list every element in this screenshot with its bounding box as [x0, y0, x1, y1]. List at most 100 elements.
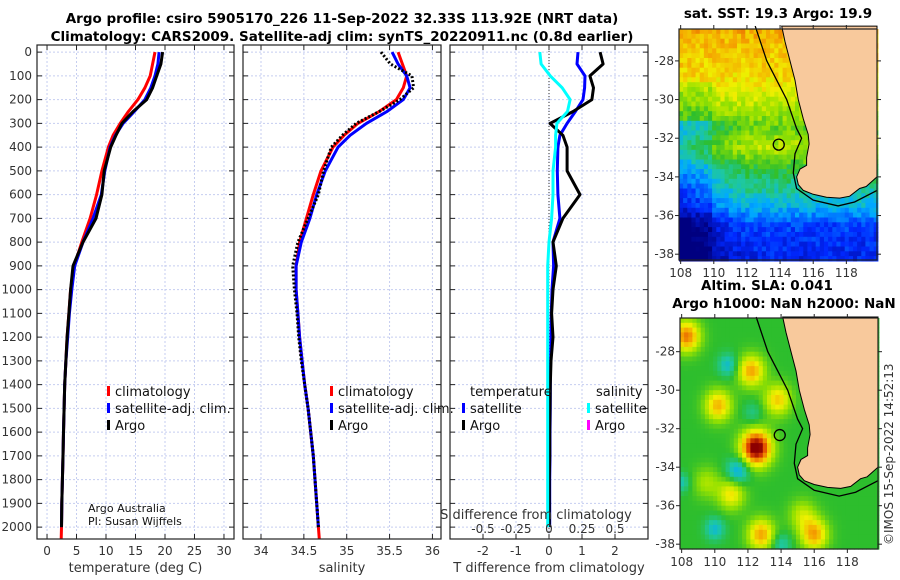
- sst-cell: [774, 38, 779, 45]
- sla-cell: [713, 409, 718, 415]
- sla-cell: [804, 500, 809, 507]
- sst-cell: [757, 48, 763, 54]
- sla-cell: [808, 486, 814, 492]
- sla-cell: [783, 390, 789, 396]
- sst-cell: [778, 188, 784, 194]
- sla-cell: [804, 428, 809, 435]
- sst-cell: [683, 130, 688, 136]
- sst-cell: [728, 53, 734, 59]
- sla-cell: [746, 486, 751, 492]
- sla-cell: [804, 486, 809, 492]
- sst-cell: [737, 58, 742, 64]
- sla-cell: [688, 346, 693, 353]
- sla-cell: [721, 505, 727, 512]
- sst-cell: [716, 130, 721, 136]
- sla-cell: [725, 337, 731, 343]
- sla-cell: [729, 419, 735, 425]
- sst-cell: [716, 183, 721, 189]
- sst-cell: [712, 29, 717, 35]
- sla-cell: [692, 433, 698, 439]
- sla-cell: [800, 481, 805, 487]
- sla-cell: [692, 447, 698, 454]
- sst-cell: [786, 145, 792, 151]
- sla-cell: [866, 496, 872, 502]
- sla-cell: [833, 534, 838, 540]
- sst-cell: [745, 164, 750, 170]
- sst-cell: [728, 62, 734, 69]
- sst-cell: [728, 154, 734, 160]
- x-tick-label: 0: [43, 544, 51, 558]
- sst-cell: [865, 227, 871, 233]
- sla-cell: [775, 370, 780, 377]
- sst-cell: [679, 251, 684, 257]
- depth-tick-label: 2000: [1, 520, 32, 534]
- sla-cell: [696, 486, 702, 492]
- sst-cell: [790, 246, 796, 252]
- sla-cell: [742, 390, 747, 396]
- sst-cell: [749, 111, 755, 117]
- sla-cell: [771, 443, 776, 449]
- sst-cell: [724, 222, 730, 228]
- sst-cell: [844, 217, 850, 223]
- sla-cell: [713, 361, 718, 367]
- sst-cell: [695, 67, 701, 74]
- sst-cell: [778, 193, 784, 199]
- sla-cell: [700, 539, 706, 545]
- sla-cell: [704, 390, 710, 396]
- sst-cell: [724, 135, 730, 141]
- sst-cell: [695, 222, 701, 228]
- sst-cell: [699, 188, 705, 194]
- sla-cell: [680, 322, 685, 329]
- sla-cell: [733, 467, 739, 473]
- sla-cell: [841, 539, 847, 545]
- sla-cell: [787, 409, 793, 415]
- sla-cell: [812, 496, 818, 502]
- sst-cell: [695, 188, 701, 194]
- sla-cell: [729, 539, 735, 545]
- sst-cell: [861, 198, 866, 204]
- sst-cell: [679, 174, 684, 180]
- series-line-satellite-adj-clim-: [294, 51, 412, 528]
- sla-cell: [808, 529, 814, 536]
- sst-cell: [737, 256, 742, 262]
- sla-cell: [684, 356, 689, 362]
- sst-cell: [803, 198, 808, 204]
- sla-cell: [733, 428, 739, 435]
- legend-label: satellite-adj. clim.: [338, 402, 454, 417]
- sst-cell: [761, 33, 767, 40]
- sla-cell: [680, 361, 685, 367]
- sla-cell: [738, 438, 743, 444]
- sst-cell: [753, 251, 759, 257]
- sla-cell: [696, 539, 702, 545]
- depth-tick-label: 600: [9, 188, 32, 202]
- sla-cell: [709, 457, 714, 463]
- sla-cell: [746, 505, 751, 512]
- sla-cell: [717, 356, 722, 362]
- sst-cell: [687, 183, 692, 189]
- sst-cell: [728, 48, 734, 54]
- sst-cell: [790, 227, 796, 233]
- sst-cell: [873, 256, 879, 262]
- sst-cell: [712, 236, 717, 243]
- sst-cell: [757, 174, 763, 180]
- sla-cell: [771, 534, 776, 540]
- sla-cell: [680, 476, 685, 483]
- sst-cell: [687, 82, 692, 88]
- sst-cell: [811, 232, 817, 238]
- sst-cell: [679, 159, 684, 165]
- sla-cell: [775, 366, 780, 372]
- sst-cell: [782, 145, 788, 151]
- sla-cell: [758, 332, 764, 338]
- sst-cell: [782, 207, 788, 214]
- sla-cell: [684, 486, 689, 492]
- sst-cell: [749, 193, 755, 199]
- sst-cell: [774, 82, 779, 88]
- sla-cell: [733, 515, 739, 521]
- sla-cell: [729, 409, 735, 415]
- sla-cell: [800, 443, 805, 449]
- sla-cell: [680, 457, 685, 463]
- sla-cell: [796, 539, 801, 545]
- sst-cell: [778, 120, 784, 127]
- sst-cell: [795, 106, 800, 112]
- sst-cell: [695, 198, 701, 204]
